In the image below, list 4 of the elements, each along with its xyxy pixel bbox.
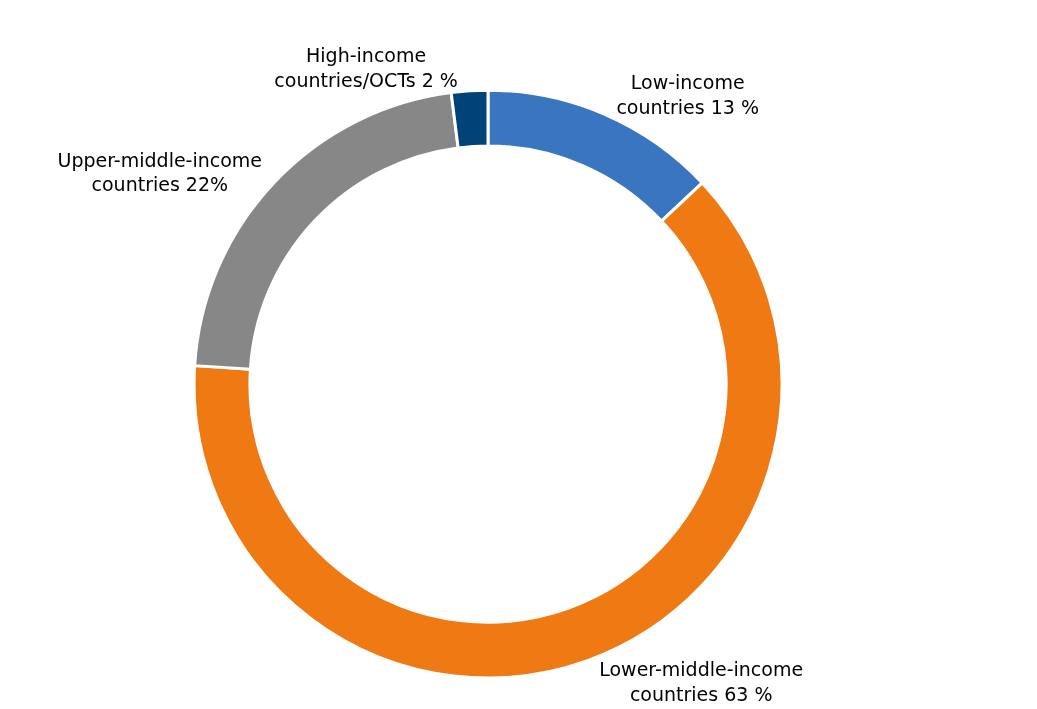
slice-label: Low-income countries 13 % — [616, 71, 759, 119]
slice-label: Upper-middle-income countries 22% — [57, 148, 263, 196]
slice-label: High-income countries/OCTs 2 % — [274, 44, 458, 91]
slice-label: Lower-middle-income countries 63 % — [599, 657, 804, 705]
